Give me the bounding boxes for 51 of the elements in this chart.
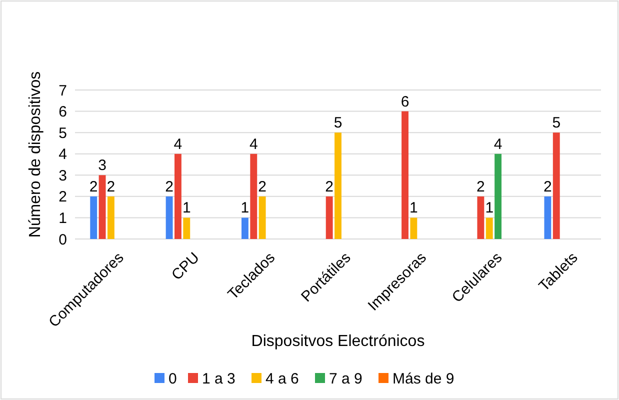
data-label: 1 (485, 200, 494, 217)
data-label: 2 (106, 178, 116, 196)
bar (486, 218, 493, 239)
bar (402, 111, 408, 239)
data-label: 2 (476, 178, 485, 196)
data-label: 6 (400, 93, 410, 110)
bar (477, 196, 484, 239)
y-tick-label: 5 (58, 124, 67, 142)
bar (326, 196, 333, 239)
data-label: 1 (182, 200, 191, 217)
data-label: 2 (258, 178, 266, 196)
bar (258, 196, 266, 239)
data-label: 5 (334, 114, 342, 132)
data-label: 3 (98, 157, 106, 174)
legend-label: Más de 9 (392, 370, 454, 388)
y-tick-label: 0 (58, 231, 67, 248)
x-axis-title: Dispositvos Electrónicos (251, 333, 425, 350)
bar (334, 132, 342, 239)
legend-label: 1 a 3 (202, 370, 236, 388)
bar (90, 196, 98, 239)
data-label: 4 (494, 136, 502, 153)
bar (410, 218, 418, 239)
bar (494, 154, 502, 239)
y-tick-label: 4 (58, 146, 67, 164)
y-axis-title: Número de dispositivos (27, 71, 44, 238)
y-tick-label: 6 (58, 104, 67, 121)
data-label: 2 (544, 178, 552, 196)
bar (250, 154, 258, 239)
data-label: 1 (410, 200, 418, 217)
legend-label: 7 a 9 (329, 370, 362, 388)
data-label: 5 (552, 114, 561, 132)
data-label: 1 (240, 200, 250, 217)
y-tick-label: 3 (58, 167, 67, 184)
bar (544, 196, 552, 239)
y-tick-label: 2 (58, 188, 67, 206)
bar (174, 154, 182, 239)
bar (107, 196, 114, 239)
data-label: 4 (174, 136, 182, 153)
bar (552, 132, 560, 239)
bar (183, 218, 190, 239)
data-label: 2 (89, 178, 98, 196)
y-tick-label: 1 (58, 210, 67, 227)
bar (166, 196, 173, 239)
legend-label: 0 (168, 370, 177, 388)
legend-label: 4 a 6 (266, 370, 299, 388)
data-label: 2 (325, 178, 334, 196)
data-label: 2 (165, 178, 174, 196)
bar (98, 175, 106, 239)
y-tick-label: 7 (58, 82, 67, 100)
data-label: 4 (249, 136, 258, 153)
bar (242, 218, 248, 239)
